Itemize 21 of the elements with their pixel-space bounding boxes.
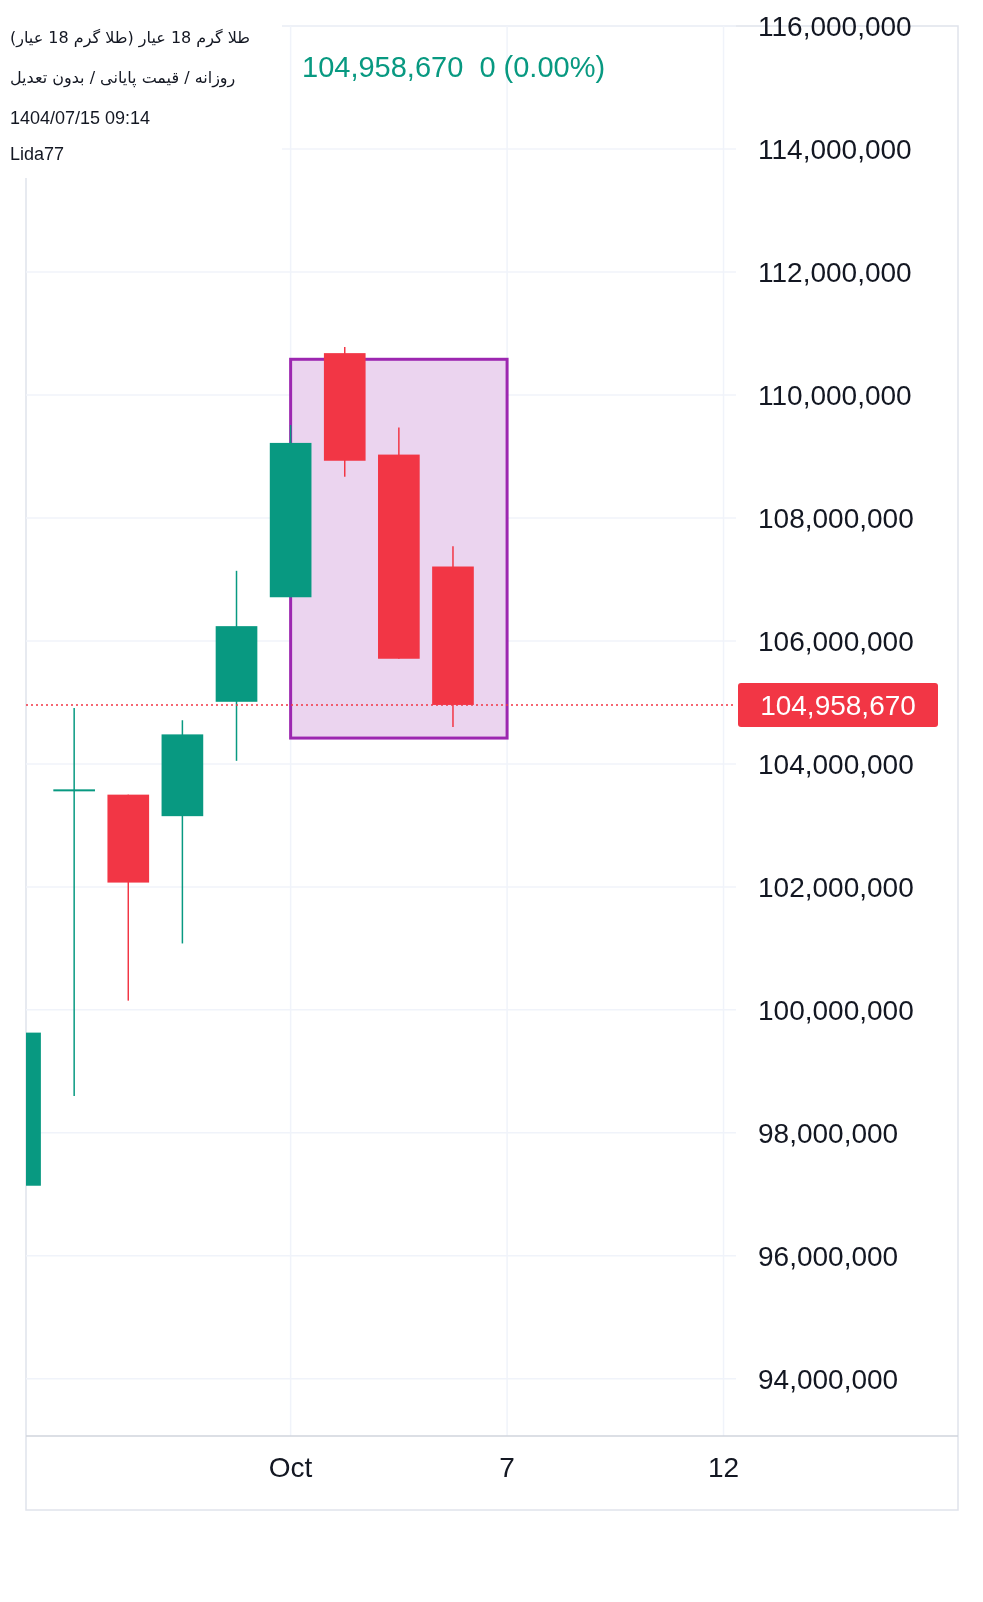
y-tick-label: 108,000,000: [758, 502, 914, 534]
ref-line-label: 104,958,670: [760, 689, 916, 721]
y-tick-label: 110,000,000: [758, 379, 912, 411]
annotation: Lida77: [10, 144, 65, 165]
annotation: 104,958,670 0 (0.00%): [302, 51, 606, 83]
y-tick-label: 112,000,000: [758, 256, 912, 288]
y-tick-label: 114,000,000: [758, 133, 912, 165]
x-tick-label: 7: [499, 1452, 515, 1483]
y-tick-label: 102,000,000: [758, 871, 914, 903]
y-tick-label: 94,000,000: [758, 1363, 899, 1395]
y-tick-label: 104,000,000: [758, 748, 914, 780]
x-tick-label: 12: [707, 1452, 740, 1483]
y-tick-label: 96,000,000: [758, 1240, 899, 1272]
annotation: 1404/07/15 09:14: [10, 108, 151, 129]
y-tick-label: 100,000,000: [758, 994, 914, 1026]
text: روزانه / قیمت پایانی / بدون تعدیل: [10, 68, 236, 87]
y-tick-label: 106,000,000: [758, 625, 914, 657]
y-tick-label: 98,000,000: [758, 1117, 899, 1149]
chart-title: طلا گرم 18 عیار (طلا گرم 18 عیار): [10, 28, 251, 47]
x-tick-label: Oct: [268, 1452, 313, 1483]
y-tick-label: 116,000,000: [758, 11, 912, 42]
